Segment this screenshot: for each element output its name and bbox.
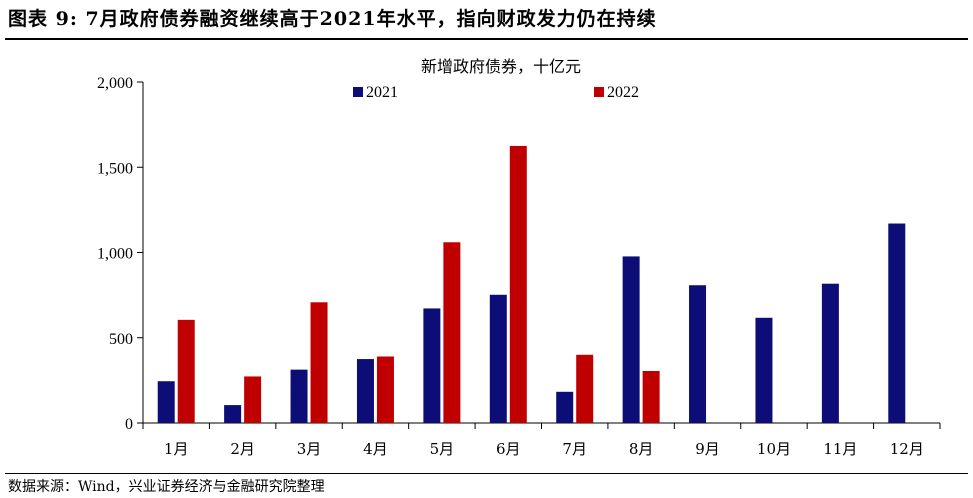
figure-title: 图表 9: 7月政府债券融资继续高于2021年水平，指向财政发力仍在持续 [8,8,657,30]
x-tick-label: 6月 [496,440,521,458]
y-tick-label: 1,500 [97,160,133,177]
bar-2021-2 [224,405,242,423]
bar-2022-6 [509,145,527,423]
bar-2022-1 [177,319,195,423]
x-tick-label: 5月 [430,440,455,458]
x-tick-label: 1月 [164,440,189,458]
y-tick-label: 1,000 [97,246,133,263]
legend-label-2022: 2022 [607,84,639,101]
bar-2021-8 [622,256,640,423]
legend-swatch-2022 [594,87,604,97]
bar-2021-4 [356,359,374,423]
source-note: 数据来源：Wind，兴业证券经济与金融研究院整理 [8,479,325,495]
bar-2022-2 [244,376,262,423]
bar-2022-8 [642,370,660,423]
footer-rule [5,473,968,474]
legend-swatch-2021 [353,87,363,97]
x-tick-label: 11月 [823,440,857,458]
bar-2021-12 [888,223,906,423]
y-tick-label: 500 [109,331,133,348]
x-tick-label: 4月 [363,440,388,458]
x-tick-label: 3月 [297,440,322,458]
chart-title: 新增政府债券，十亿元 [421,57,581,76]
legend: 2021 2022 [353,84,639,101]
x-axis: 1月 2月 3月 4月 5月 6月 7月 8月 9月 10月 11月 12月 [142,422,941,458]
x-tick-label: 7月 [562,440,587,458]
x-tick-label: 9月 [695,440,720,458]
bar-2022-5 [443,242,461,423]
bar-2021-7 [556,391,574,423]
y-axis: 0 500 1,000 1,500 2,000 [97,75,144,433]
x-tick-label: 2月 [230,440,255,458]
bar-2022-3 [310,302,328,423]
bar-2021-1 [157,381,175,423]
legend-label-2021: 2021 [366,84,398,101]
bar-2022-4 [376,356,394,423]
x-tick-label: 10月 [757,440,791,458]
bar-2021-11 [821,283,839,423]
x-tick-label: 8月 [629,440,654,458]
bar-2021-10 [755,317,773,423]
x-tick-label: 12月 [890,440,924,458]
y-tick-label: 2,000 [97,75,133,92]
bar-2022-7 [576,354,594,423]
bars [157,145,906,423]
y-tick-label: 0 [125,416,133,433]
bar-2021-3 [290,369,308,423]
bar-2021-9 [689,285,707,423]
title-rule [5,38,968,40]
bar-2021-6 [489,294,507,423]
bar-2021-5 [423,308,441,423]
